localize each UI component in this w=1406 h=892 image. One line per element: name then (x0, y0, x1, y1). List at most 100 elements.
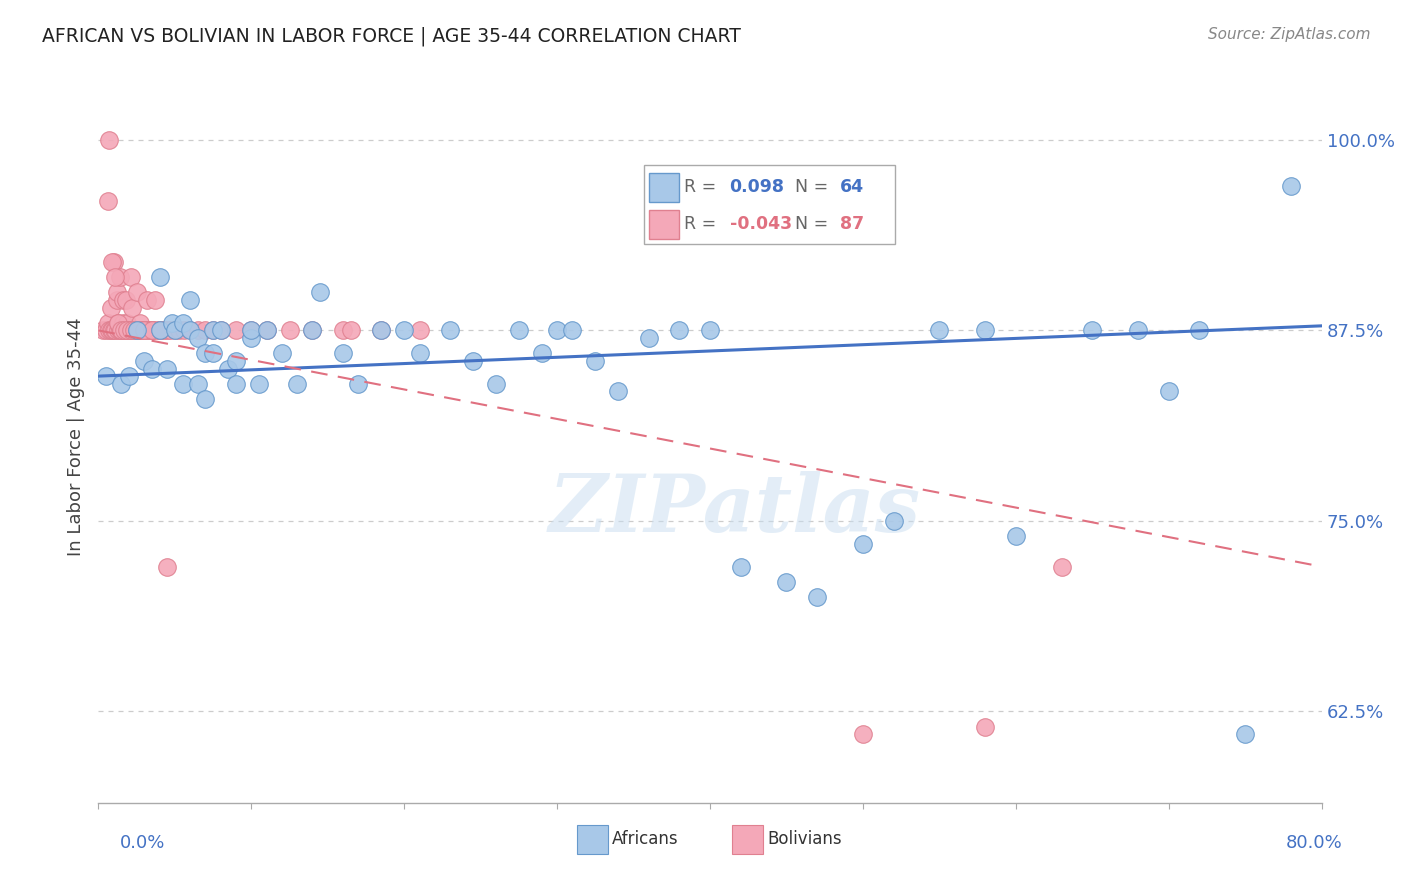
Point (153, 323, 176, 337)
Point (392, 323, 416, 337)
Point (100, 323, 122, 337)
Point (546, 323, 568, 337)
Point (118, 323, 141, 337)
Point (202, 346, 225, 360)
Point (163, 323, 186, 337)
Text: -0.043: -0.043 (730, 215, 792, 234)
Text: R =: R = (685, 178, 717, 196)
Point (110, 323, 132, 337)
Point (209, 323, 232, 337)
Point (117, 323, 139, 337)
Point (439, 323, 461, 337)
Point (97, 194, 120, 208)
Point (278, 323, 301, 337)
Point (928, 323, 950, 337)
Point (149, 270, 172, 285)
Point (138, 323, 160, 337)
Point (150, 323, 173, 337)
Text: Source: ZipAtlas.com: Source: ZipAtlas.com (1208, 27, 1371, 42)
Point (111, 293, 134, 307)
Point (247, 376, 270, 391)
Point (112, 323, 135, 337)
Text: Africans: Africans (613, 830, 679, 848)
Point (97, 316, 120, 330)
Point (94, 369, 117, 384)
Text: N =: N = (794, 178, 828, 196)
Point (101, 323, 124, 337)
Point (115, 293, 138, 307)
Point (187, 331, 209, 345)
Point (98, 133, 121, 147)
Point (118, 369, 141, 384)
Point (730, 559, 752, 574)
Point (127, 323, 149, 337)
Point (112, 323, 135, 337)
Point (179, 323, 201, 337)
Point (121, 323, 143, 337)
Point (583, 354, 606, 368)
Point (169, 323, 191, 337)
Point (461, 354, 484, 368)
Point (256, 323, 278, 337)
Text: 64: 64 (839, 178, 863, 196)
Point (408, 346, 430, 360)
Text: N =: N = (794, 215, 828, 234)
Point (104, 270, 127, 285)
Point (561, 323, 583, 337)
Point (103, 255, 125, 269)
Point (974, 720, 997, 734)
Point (240, 331, 263, 345)
Point (139, 323, 162, 337)
Point (974, 323, 997, 337)
Point (129, 323, 152, 337)
FancyBboxPatch shape (650, 172, 679, 202)
Point (347, 376, 370, 391)
Point (110, 323, 132, 337)
Point (173, 323, 195, 337)
Point (852, 537, 875, 551)
Point (217, 361, 239, 376)
Text: 80.0%: 80.0% (1286, 834, 1343, 852)
Point (110, 323, 132, 337)
Point (202, 323, 225, 337)
Point (115, 323, 138, 337)
Point (100, 301, 122, 315)
Point (149, 323, 172, 337)
Point (145, 323, 167, 337)
Point (121, 301, 143, 315)
Point (668, 323, 690, 337)
Point (187, 323, 209, 337)
Point (485, 376, 508, 391)
Point (225, 376, 247, 391)
Point (240, 323, 263, 337)
Point (107, 316, 129, 330)
Point (256, 323, 278, 337)
Point (1004, 529, 1026, 543)
Point (141, 323, 163, 337)
Point (1234, 727, 1257, 741)
Point (339, 323, 361, 337)
Point (194, 392, 217, 406)
Point (156, 559, 179, 574)
Point (108, 323, 131, 337)
Point (143, 293, 166, 307)
Point (104, 323, 127, 337)
Point (141, 361, 163, 376)
Point (370, 323, 392, 337)
Point (105, 293, 128, 307)
Point (179, 323, 201, 337)
Point (179, 293, 201, 307)
Point (1128, 323, 1150, 337)
Point (108, 270, 131, 285)
Point (125, 285, 148, 300)
Point (270, 346, 292, 360)
Text: 87: 87 (839, 215, 863, 234)
Point (285, 376, 308, 391)
Point (135, 323, 157, 337)
Point (120, 270, 142, 285)
Point (136, 293, 159, 307)
Point (107, 316, 129, 330)
Point (309, 285, 332, 300)
Point (852, 727, 875, 741)
Point (125, 323, 148, 337)
